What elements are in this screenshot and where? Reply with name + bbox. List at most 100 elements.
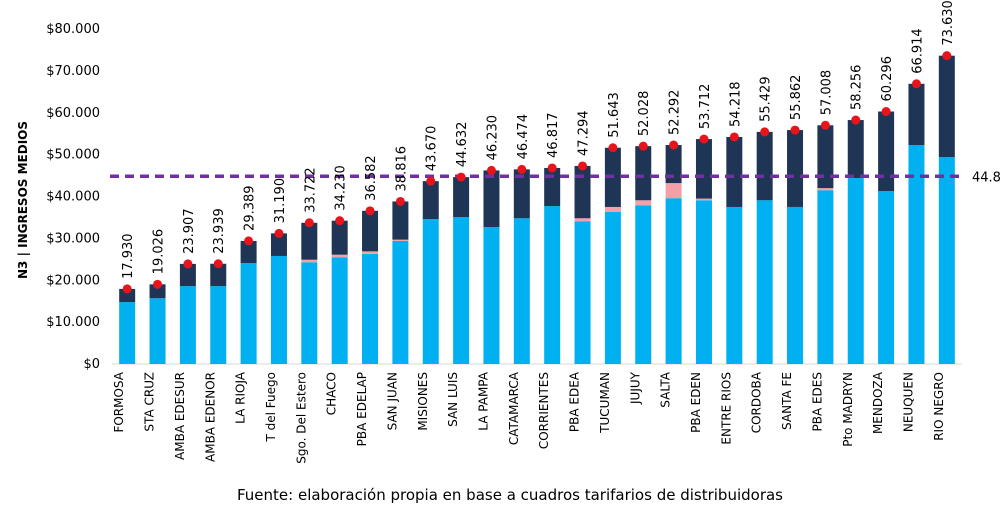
value-label: 55.429 xyxy=(759,76,774,122)
value-label: 44.632 xyxy=(455,122,470,168)
bar-segment xyxy=(483,170,500,228)
value-label: 52.028 xyxy=(637,91,652,137)
value-label: 46.474 xyxy=(516,114,531,160)
bar-segment xyxy=(817,190,834,364)
bar-segment xyxy=(483,227,500,364)
total-dot xyxy=(456,172,466,182)
x-tick-label: PBA EDES xyxy=(810,372,824,432)
bar-segment xyxy=(908,144,925,364)
bar-segment xyxy=(301,259,318,263)
bar-segment xyxy=(149,284,166,299)
x-tick-label: NEUQUEN xyxy=(901,372,915,432)
bar-segment xyxy=(695,139,712,199)
x-tick-label: TUCUMAN xyxy=(598,372,612,434)
value-label: 55.862 xyxy=(789,75,804,121)
x-tick-label: AMBA EDESUR xyxy=(173,372,187,460)
bar-segment xyxy=(422,219,439,364)
bar-segment xyxy=(301,262,318,364)
y-axis-label: N3 | INGRESOS MEDIOS xyxy=(16,121,30,279)
total-dot xyxy=(213,259,223,269)
x-tick-label: PBA EDEN xyxy=(689,372,703,433)
x-tick-label: SALTA xyxy=(659,371,673,407)
bar-segment xyxy=(635,146,652,201)
bar-segment xyxy=(817,188,834,191)
total-dot xyxy=(578,161,588,171)
total-dot xyxy=(486,165,496,175)
total-dot xyxy=(304,218,314,228)
bar-segment xyxy=(604,211,621,364)
bar-segment xyxy=(179,286,196,364)
total-dot xyxy=(183,259,193,269)
bar-segment xyxy=(635,205,652,364)
value-label: 60.296 xyxy=(880,56,895,102)
bar-segment xyxy=(149,298,166,364)
y-tick-label: $60.000 xyxy=(46,106,100,121)
x-tick-label: CATAMARCA xyxy=(507,371,521,445)
value-label: 46.817 xyxy=(546,112,561,158)
y-tick-label: $20.000 xyxy=(46,273,100,288)
value-label: 66.914 xyxy=(910,28,925,74)
average-label: 44.826 xyxy=(972,170,1000,185)
bar-segment xyxy=(847,178,864,364)
value-label: 23.939 xyxy=(212,208,227,254)
value-label: 23.907 xyxy=(182,208,197,254)
bar-segment xyxy=(362,210,379,252)
bar-segment xyxy=(362,251,379,254)
x-tick-label: FORMOSA xyxy=(112,371,126,432)
x-tick-label: PBA EDELAP xyxy=(355,372,369,446)
bar-segment xyxy=(544,206,561,364)
total-dot xyxy=(244,236,254,246)
bar-segment xyxy=(392,240,409,364)
bar-segment xyxy=(787,130,804,207)
bar-segment xyxy=(878,111,895,192)
bar-segment xyxy=(787,206,804,364)
bar-segment xyxy=(270,233,287,256)
y-tick-label: $0 xyxy=(83,357,100,372)
bar-segment xyxy=(695,198,712,201)
total-dot xyxy=(547,163,557,173)
x-tick-label: AMBA EDENOR xyxy=(203,372,217,462)
value-label: 38.816 xyxy=(394,146,409,192)
x-tick-label: Sgo. Del Estero xyxy=(294,372,308,464)
x-tick-label: JUJUY xyxy=(628,371,642,405)
total-dot xyxy=(942,51,952,61)
value-label: 29.389 xyxy=(243,185,258,231)
bar-segment xyxy=(210,263,227,287)
bar-segment xyxy=(270,255,287,364)
x-tick-label: CHACO xyxy=(325,372,339,415)
bar-segment xyxy=(179,263,196,287)
total-dot xyxy=(729,132,739,142)
y-tick-label: $10.000 xyxy=(46,315,100,330)
bar-segment xyxy=(665,183,682,199)
total-dot xyxy=(153,279,163,289)
x-tick-label: LA RIOJA xyxy=(234,371,248,424)
total-dot xyxy=(638,141,648,151)
total-dot xyxy=(395,196,405,206)
value-label: 51.643 xyxy=(607,92,622,138)
value-label: 57.008 xyxy=(819,70,834,116)
y-tick-label: $70.000 xyxy=(46,64,100,79)
bar-segment xyxy=(392,239,409,241)
bar-segment xyxy=(331,257,348,364)
bar-segment xyxy=(604,206,621,212)
total-dot xyxy=(365,206,375,216)
bar-segment xyxy=(301,222,318,260)
value-label: 53.712 xyxy=(698,84,713,130)
total-dot xyxy=(820,120,830,130)
x-tick-label: CORRIENTES xyxy=(537,372,551,449)
source-note: Fuente: elaboración propia en base a cua… xyxy=(237,486,783,504)
value-label: 54.218 xyxy=(728,81,743,127)
bar-segment xyxy=(847,120,864,179)
value-label: 46.230 xyxy=(485,115,500,161)
bar-segment xyxy=(665,145,682,184)
total-dot xyxy=(608,143,618,153)
total-dot xyxy=(851,115,861,125)
bar-segment xyxy=(119,302,136,364)
total-dot xyxy=(517,164,527,174)
bar-segment xyxy=(695,200,712,364)
value-label: 58.256 xyxy=(850,65,865,111)
value-label: 34.230 xyxy=(334,165,349,211)
bar-segment xyxy=(240,263,257,364)
y-tick-label: $30.000 xyxy=(46,231,100,246)
